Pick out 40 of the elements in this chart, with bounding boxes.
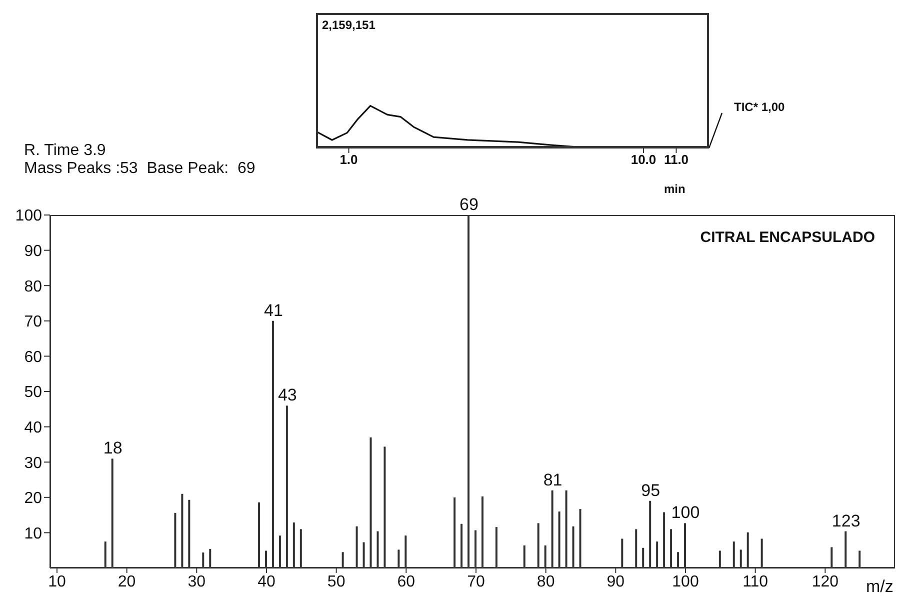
annotation: 123 [832,511,860,530]
x-tick-label: 40 [258,573,276,590]
x-tick-label: 100 [672,573,699,590]
annotation: 41 [264,300,283,320]
y-tick-label: 50 [24,384,42,402]
x-tick-label: 30 [188,573,206,590]
text: 2,159,151 [322,18,376,32]
x-axis-title: m/z [866,577,894,597]
y-tick-label: 30 [24,454,42,472]
annotation: 95 [641,480,660,500]
x-tick-label: 70 [467,573,485,590]
annotation: 69 [460,195,478,214]
annotation: 18 [103,438,122,458]
x-tick-label: 11.0 [664,152,689,168]
y-tick-label: 40 [24,419,42,436]
annotation: 43 [278,386,297,405]
annotation: 81 [543,470,562,490]
text: Mass Peaks :53 Base Peak: 69 [24,160,256,178]
y-tick-label: 90 [24,242,42,260]
x-tick-label: 60 [397,573,416,590]
y-tick-label: 20 [24,490,42,508]
x-tick-label: 10.0 [630,152,656,168]
x-tick-label: 20 [118,573,136,590]
y-tick-label: 80 [24,278,42,296]
y-tick-label: 10 [24,525,42,542]
x-axis-title: min [664,182,686,196]
x-tick-label: 80 [536,573,555,590]
y-tick-label: 60 [24,348,42,366]
x-tick-label: 50 [327,573,346,590]
y-tick-label: 100 [15,208,42,225]
text: TIC* 1,00 [734,100,785,114]
y-tick-label: 70 [24,314,42,331]
annotation: 100 [671,503,700,522]
x-tick-label: 120 [812,573,839,590]
text: R. Time 3.9 [24,142,106,160]
x-tick-label: 110 [742,573,768,590]
x-tick-label: 10 [48,573,66,590]
x-tick-label: 90 [606,573,625,590]
text: CITRAL ENCAPSULADO [700,229,875,246]
x-tick-label: 1.0 [340,152,358,168]
